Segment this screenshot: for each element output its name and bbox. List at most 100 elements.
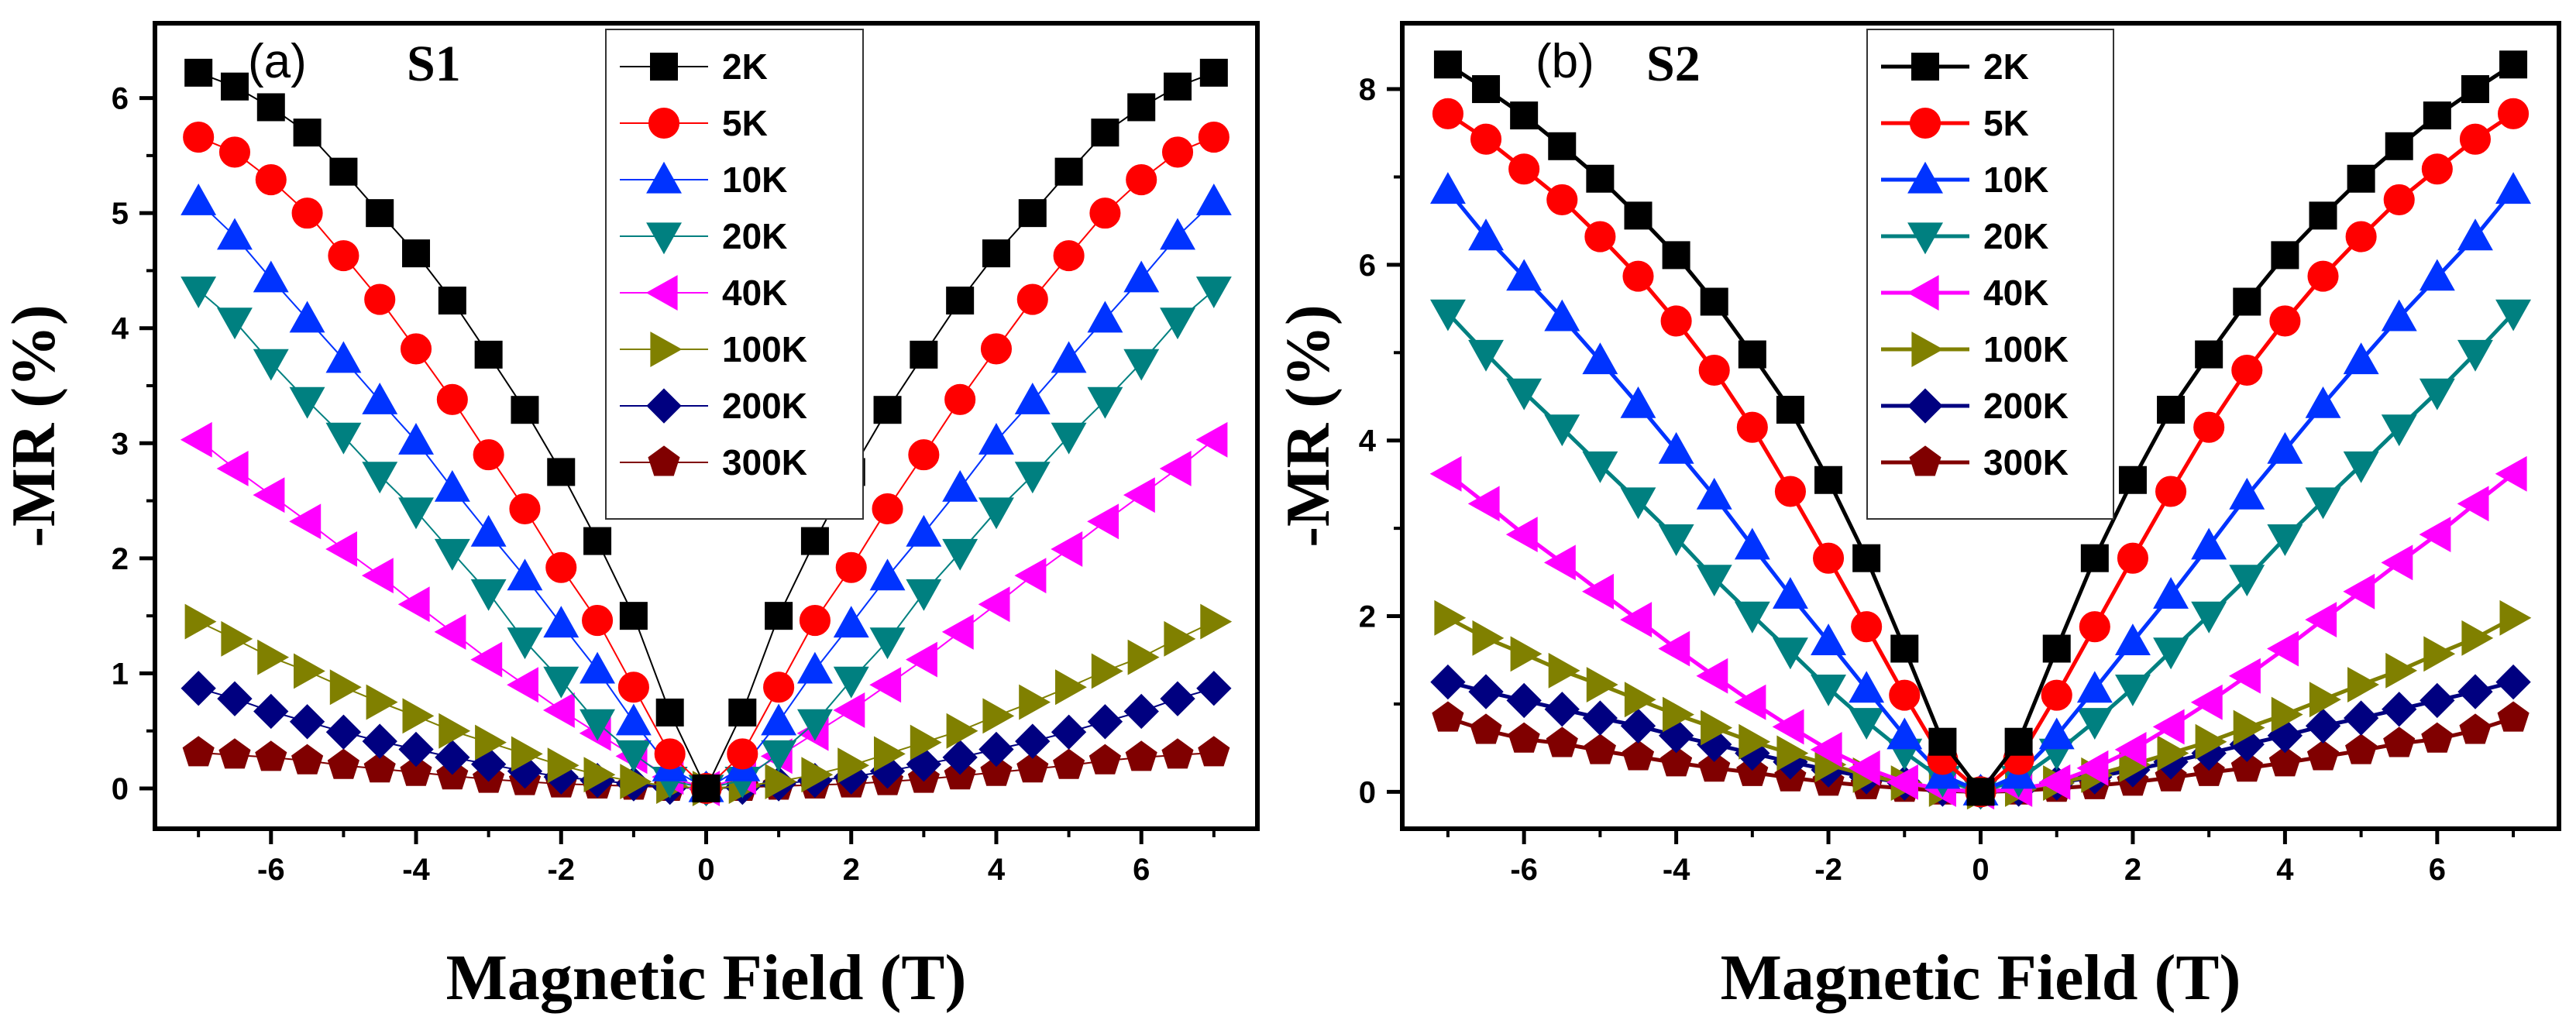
data-point-10K (1811, 623, 1847, 655)
data-point-2K (2385, 132, 2413, 160)
data-point-100K (294, 653, 325, 689)
data-point-2K (2309, 201, 2337, 230)
data-point-300K (1546, 726, 1578, 757)
data-point-100K (329, 669, 362, 706)
data-point-20K (869, 627, 906, 660)
data-point-2K (511, 396, 539, 424)
data-point-200K (289, 704, 325, 740)
data-point-5K (582, 605, 614, 637)
data-point-20K (1468, 339, 1505, 372)
data-point-100K (837, 747, 870, 784)
data-point-10K (796, 651, 833, 684)
data-point-200K (435, 740, 470, 775)
data-point-2K (910, 340, 938, 369)
data-point-10K (580, 651, 616, 684)
data-point-20K (1195, 276, 1232, 308)
data-point-2K (1890, 634, 1919, 663)
data-point-40K (470, 641, 503, 678)
data-point-10K (906, 514, 942, 547)
x-axis-title: Magnetic Field (T) (1721, 942, 2241, 1014)
data-point-100K (583, 757, 616, 793)
data-point-300K (2497, 701, 2530, 732)
data-point-40K (361, 558, 394, 594)
data-point-20K (833, 666, 869, 699)
legend-marker-100K (1911, 331, 1944, 368)
data-point-200K (1620, 708, 1656, 744)
data-point-100K (257, 639, 290, 675)
legend-marker-40K (645, 275, 678, 311)
data-point-5K (617, 672, 649, 703)
data-point-10K (1544, 299, 1580, 331)
legend-entry-100K: 100K (1881, 329, 2069, 369)
data-point-20K (2419, 378, 2455, 410)
data-point-2K (1814, 465, 1843, 494)
data-point-300K (291, 744, 324, 775)
legend-marker-5K (648, 107, 680, 139)
data-point-20K (543, 666, 580, 699)
data-point-10K (1468, 218, 1505, 251)
sample-label: S1 (407, 36, 461, 92)
data-point-100K (2309, 682, 2341, 718)
legend-entry-40K: 40K (620, 273, 787, 313)
legend-entry-20K: 20K (620, 216, 787, 256)
data-point-5K (545, 551, 577, 583)
data-point-200K (398, 731, 434, 768)
data-point-10K (1582, 342, 1618, 375)
sample-label: S2 (1646, 36, 1701, 92)
data-point-300K (1016, 752, 1049, 783)
data-point-100K (2385, 652, 2418, 689)
data-point-100K (2423, 636, 2456, 672)
data-point-40K (2038, 764, 2071, 800)
data-point-40K (180, 421, 212, 458)
data-point-40K (941, 613, 974, 650)
data-point-20K (1811, 675, 1847, 706)
data-point-2K (800, 527, 829, 555)
data-point-100K (221, 620, 253, 657)
data-point-100K (547, 747, 580, 784)
data-point-2K (2423, 101, 2451, 130)
data-point-5K (1622, 260, 1654, 292)
data-point-300K (2459, 713, 2492, 744)
data-point-5K (291, 198, 323, 229)
data-point-100K (874, 736, 906, 772)
x-tick-label: -6 (257, 853, 285, 887)
data-point-2K (1738, 340, 1766, 369)
data-point-20K (289, 386, 325, 419)
data-point-10K (2267, 431, 2303, 464)
data-point-200K (1160, 681, 1195, 716)
data-point-10K (2381, 299, 2417, 331)
data-point-5K (473, 439, 504, 471)
data-point-100K (2195, 723, 2227, 760)
data-point-2K (1054, 157, 1083, 186)
data-point-2K (619, 602, 648, 630)
legend-marker-40K (1907, 275, 1939, 311)
x-tick-label: -2 (1814, 853, 1842, 887)
y-tick-label: 3 (112, 427, 129, 461)
data-point-100K (620, 764, 652, 800)
data-point-300K (1736, 755, 1769, 786)
data-point-100K (366, 684, 398, 720)
data-point-2K (583, 527, 612, 555)
y-tick-label: 1 (112, 657, 129, 691)
data-point-300K (400, 755, 432, 786)
data-point-40K (1620, 602, 1653, 638)
data-point-300K (1432, 701, 1464, 732)
data-point-20K (1849, 708, 1885, 740)
data-point-10K (507, 558, 543, 591)
data-point-10K (398, 423, 435, 455)
data-point-5K (799, 605, 831, 637)
data-point-2K (2347, 164, 2375, 193)
data-point-20K (1658, 524, 1694, 556)
data-point-200K (1468, 674, 1504, 709)
data-point-40K (1159, 450, 1192, 486)
data-point-2K (946, 287, 975, 315)
data-point-10K (289, 301, 325, 333)
series-40K (1429, 455, 2527, 810)
legend-entry-5K: 5K (1881, 103, 2029, 143)
data-point-200K (2495, 664, 2531, 700)
legend-label: 40K (1983, 273, 2048, 313)
data-point-20K (906, 579, 942, 611)
data-point-300K (1125, 740, 1157, 771)
legend: 2K 5K 10K 20K 40K 100K 200K 300K (605, 29, 864, 520)
data-point-20K (1014, 462, 1051, 494)
